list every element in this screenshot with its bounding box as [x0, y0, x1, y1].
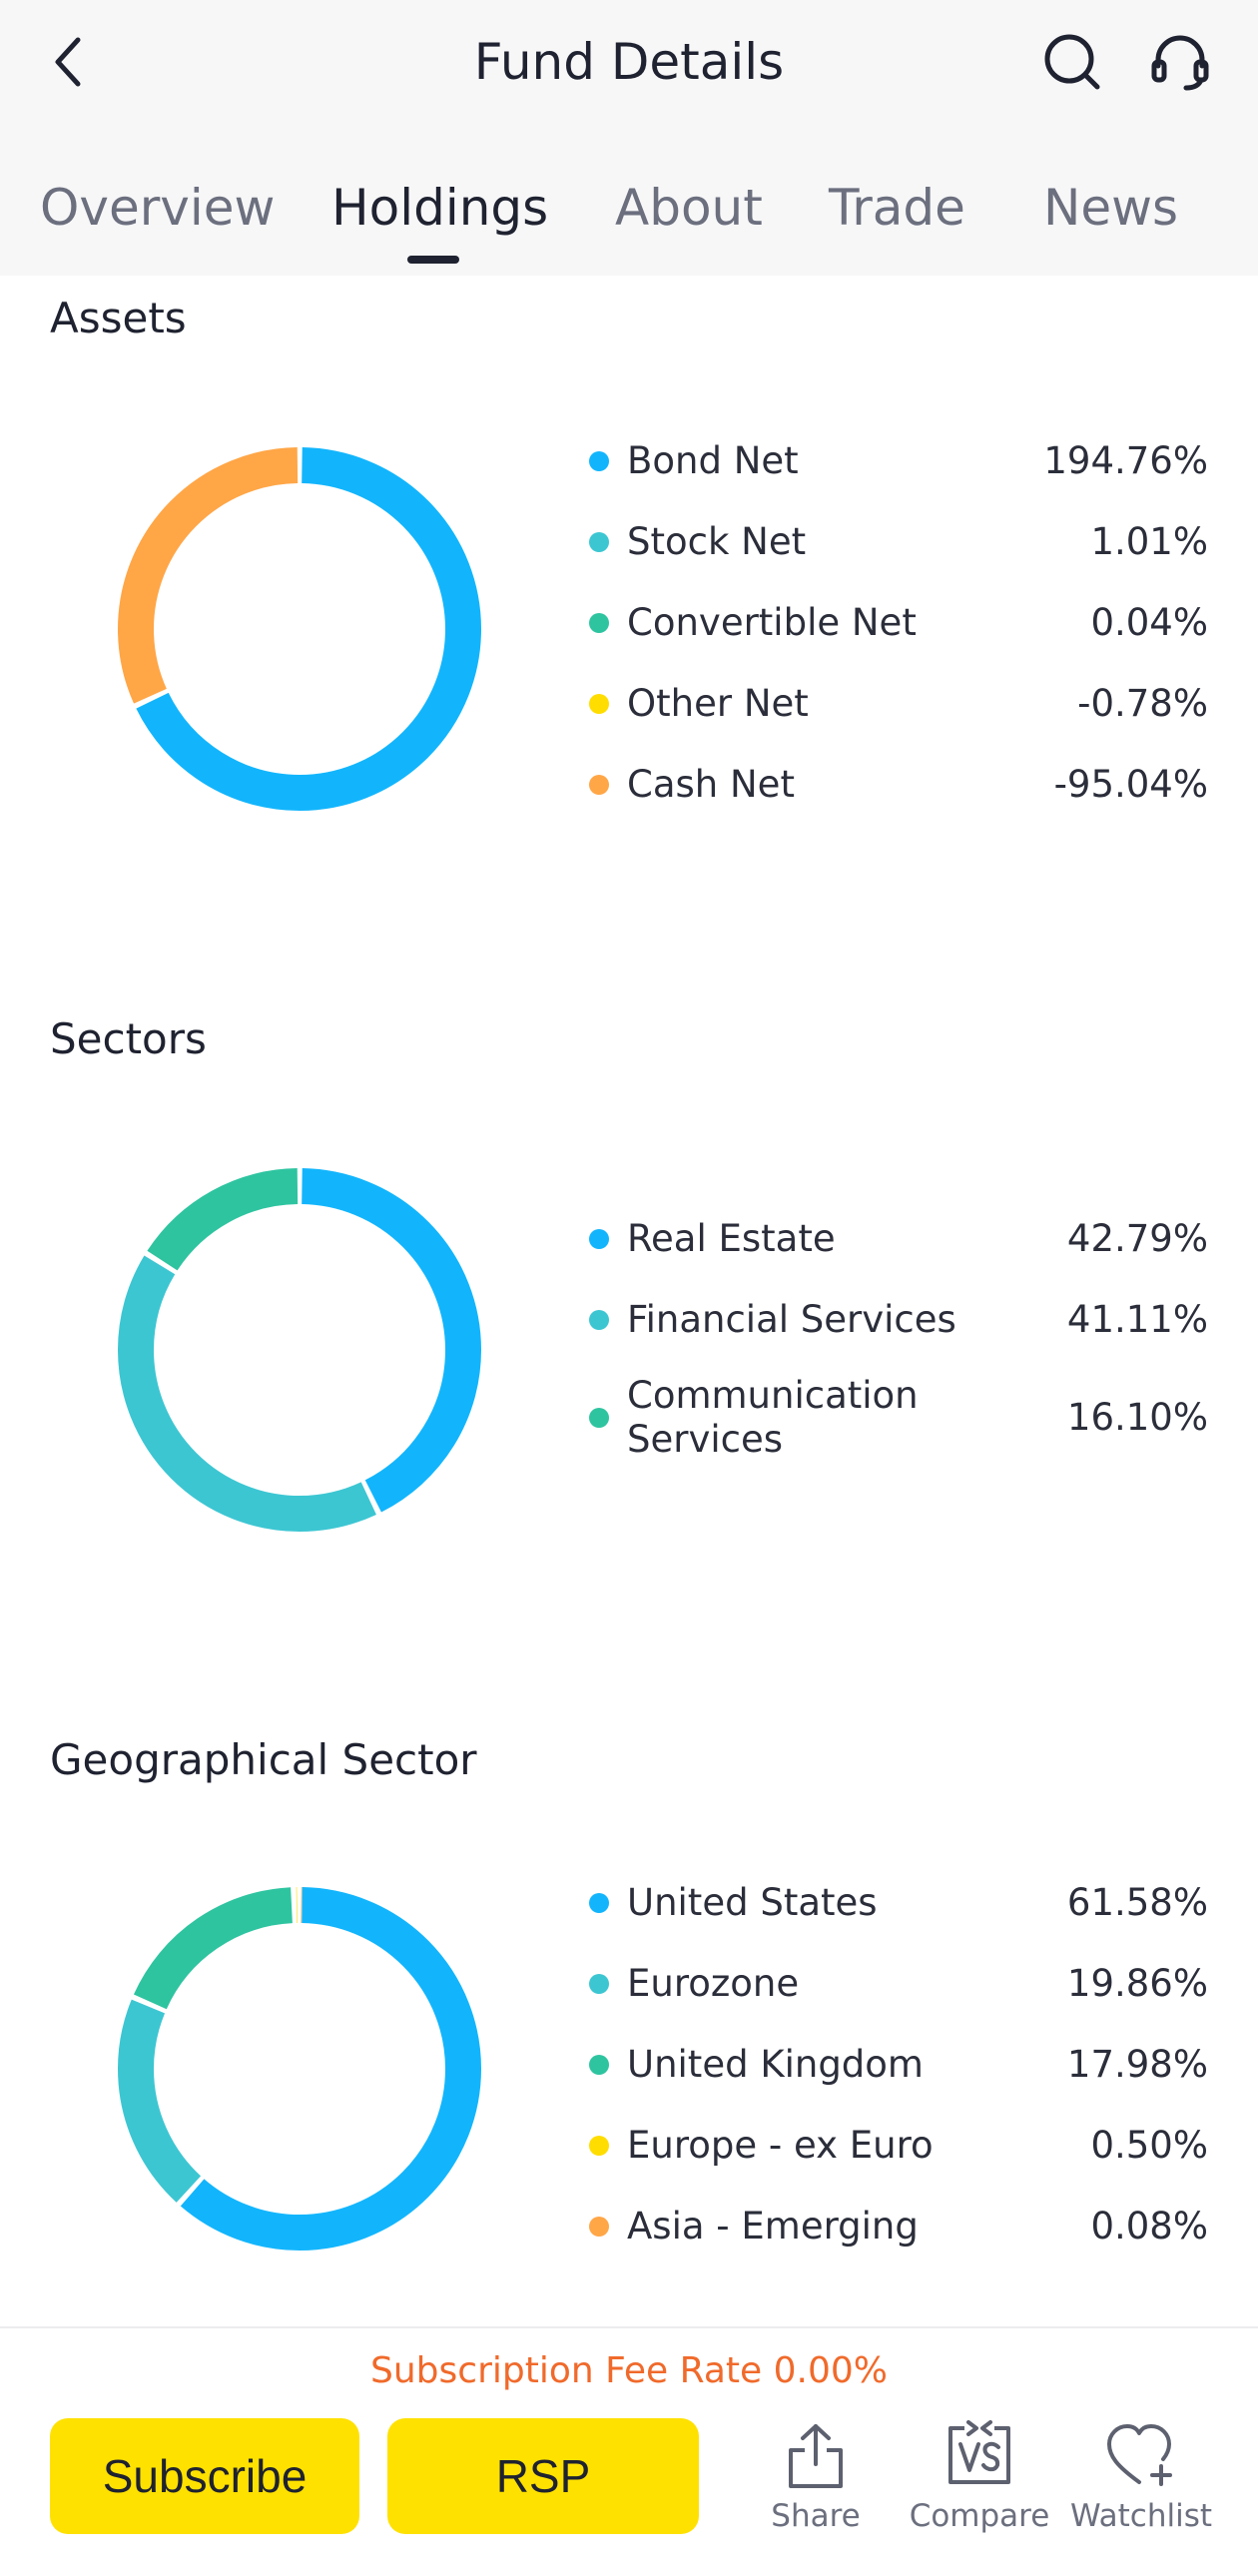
tab-holdings[interactable]: Holdings	[331, 179, 549, 237]
legend-value: 16.10%	[1066, 1396, 1208, 1439]
legend-dot	[589, 1974, 609, 1994]
donut-slice-cash-net	[118, 447, 481, 811]
tab-bar: Overview Holdings About Trade News	[0, 160, 1258, 276]
legend-value: 61.58%	[1066, 1881, 1208, 1924]
legend-label: Bond Net	[627, 439, 799, 482]
legend-item: Communication Services 16.10%	[589, 1374, 1208, 1462]
legend-item: Asia - Emerging 0.08%	[589, 2205, 1208, 2249]
legend-dot	[589, 451, 609, 471]
headset-icon	[1151, 35, 1209, 91]
app-header: Fund Details Overview Holdings About Tra…	[0, 0, 1258, 276]
legend-label: Communication Services	[627, 1374, 919, 1461]
legend-label: Europe - ex Euro	[627, 2124, 934, 2167]
legend-dot	[589, 694, 609, 714]
heart-plus-icon	[1107, 2424, 1172, 2486]
customer-support-button[interactable]	[1142, 24, 1218, 100]
legend-item: Cash Net -95.04%	[589, 763, 1208, 807]
legend-value: 0.04%	[1090, 601, 1208, 644]
bottom-action-bar: Subscription Fee Rate 0.00% Subscribe RS…	[0, 2326, 1258, 2576]
watchlist-button[interactable]: Watchlist	[1066, 2420, 1216, 2560]
legend-dot	[589, 1893, 609, 1913]
legend-item: Europe - ex Euro 0.50%	[589, 2124, 1208, 2168]
legend-item: United Kingdom 17.98%	[589, 2043, 1208, 2087]
legend-item: Bond Net 194.76%	[589, 439, 1208, 483]
assets-donut-chart	[118, 447, 481, 811]
legend-label: Financial Services	[627, 1298, 956, 1341]
legend-item: Eurozone 19.86%	[589, 1962, 1208, 2006]
legend-dot	[589, 2217, 609, 2237]
legend-label: Other Net	[627, 682, 809, 725]
page-title: Fund Details	[473, 33, 785, 91]
legend-value: 0.08%	[1090, 2205, 1208, 2248]
search-button[interactable]	[1034, 24, 1110, 100]
back-button[interactable]	[30, 24, 106, 100]
legend-value: 19.86%	[1066, 1962, 1208, 2005]
legend-value: 42.79%	[1066, 1217, 1208, 1260]
legend-label: Cash Net	[627, 763, 795, 806]
share-icon	[789, 2424, 843, 2488]
share-label: Share	[771, 2498, 861, 2534]
sectors-title: Sectors	[50, 1014, 207, 1063]
legend-dot	[589, 2136, 609, 2156]
legend-label: United Kingdom	[627, 2043, 924, 2086]
legend-label: Real Estate	[627, 1217, 836, 1260]
rsp-button[interactable]: RSP	[387, 2418, 699, 2534]
legend-label: United States	[627, 1881, 878, 1924]
compare-button[interactable]: Compare	[905, 2420, 1054, 2560]
vs-icon	[948, 2420, 1010, 2484]
legend-dot	[589, 1310, 609, 1330]
donut-slice-united-states	[118, 1887, 481, 2251]
legend-dot	[589, 1229, 609, 1249]
legend-value: 1.01%	[1090, 520, 1208, 563]
tab-news[interactable]: News	[1043, 179, 1179, 237]
legend-item: Convertible Net 0.04%	[589, 601, 1208, 645]
legend-dot	[589, 1408, 609, 1428]
legend-value: -0.78%	[1077, 682, 1208, 725]
active-tab-indicator	[407, 256, 459, 264]
compare-label: Compare	[909, 2498, 1050, 2534]
geo-title: Geographical Sector	[50, 1735, 477, 1784]
legend-dot	[589, 532, 609, 552]
legend-label: Stock Net	[627, 520, 807, 563]
donut-slice-real-estate	[118, 1168, 481, 1532]
chevron-left-icon	[55, 37, 81, 87]
legend-dot	[589, 775, 609, 795]
legend-value: -95.04%	[1053, 763, 1208, 806]
assets-title: Assets	[50, 294, 187, 342]
legend-value: 194.76%	[1043, 439, 1208, 482]
watchlist-label: Watchlist	[1069, 2498, 1213, 2534]
legend-dot	[589, 2055, 609, 2075]
legend-item: Financial Services 41.11%	[589, 1298, 1208, 1342]
tab-overview[interactable]: Overview	[40, 179, 276, 237]
donut-slice-financial-services	[118, 1168, 481, 1532]
legend-value: 17.98%	[1066, 2043, 1208, 2086]
legend-value: 41.11%	[1066, 1298, 1208, 1341]
sectors-donut-chart	[118, 1168, 481, 1532]
search-icon	[1044, 34, 1100, 90]
legend-dot	[589, 613, 609, 633]
legend-value: 0.50%	[1090, 2124, 1208, 2167]
subscription-fee-text: Subscription Fee Rate 0.00%	[370, 2350, 888, 2391]
legend-item: Other Net -0.78%	[589, 682, 1208, 726]
legend-item: Real Estate 42.79%	[589, 1217, 1208, 1261]
legend-label: Convertible Net	[627, 601, 917, 644]
legend-label: Asia - Emerging	[627, 2205, 919, 2248]
legend-label: Eurozone	[627, 1962, 800, 2005]
tab-trade[interactable]: Trade	[829, 179, 965, 237]
geo-donut-chart	[118, 1887, 481, 2251]
legend-item: United States 61.58%	[589, 1881, 1208, 1925]
share-button[interactable]: Share	[741, 2420, 891, 2560]
legend-item: Stock Net 1.01%	[589, 520, 1208, 564]
donut-slice-eurozone	[118, 1887, 481, 2251]
subscribe-button[interactable]: Subscribe	[50, 2418, 359, 2534]
donut-slice-bond-net	[118, 447, 481, 811]
tab-about[interactable]: About	[615, 179, 763, 237]
